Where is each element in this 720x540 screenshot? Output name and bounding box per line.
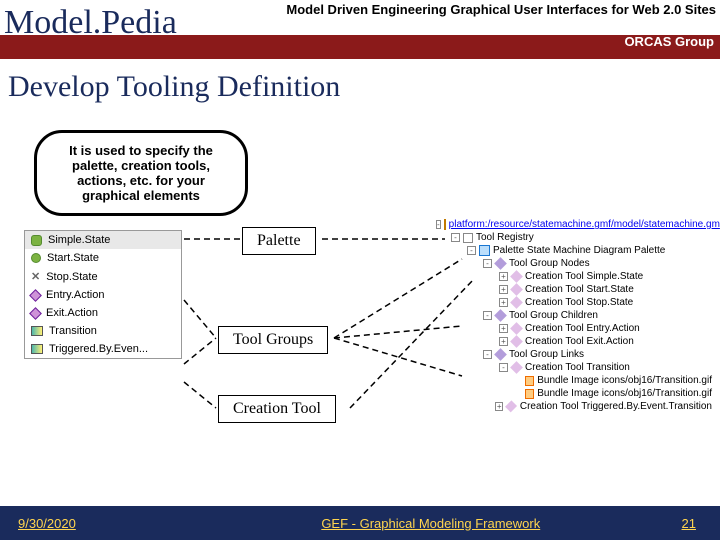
- tree-row[interactable]: + Creation Tool Exit.Action: [434, 335, 714, 348]
- action-icon: [29, 289, 42, 302]
- state-icon: [31, 235, 42, 246]
- tree-row[interactable]: Bundle Image icons/obj16/Transition.gif: [434, 374, 714, 387]
- tree-label: Creation Tool Entry.Action: [525, 323, 640, 334]
- palette-panel: Simple.State Start.State ✕ Stop.State Entry.…: [24, 230, 182, 359]
- expand-icon[interactable]: +: [499, 272, 508, 281]
- palette-item[interactable]: Triggered.By.Even...: [25, 340, 181, 358]
- tree-label: Tool Group Nodes: [509, 258, 590, 269]
- palette-item[interactable]: Exit.Action: [25, 304, 181, 322]
- creation-icon: [510, 283, 523, 296]
- header: Model.Pedia Model Driven Engineering Gra…: [0, 0, 720, 62]
- tree-label: Creation Tool Start.State: [525, 284, 634, 295]
- expand-icon[interactable]: +: [499, 337, 508, 346]
- palette-item-label: Triggered.By.Even...: [49, 343, 148, 355]
- tree-row[interactable]: - Tool Group Nodes: [434, 257, 714, 270]
- action-icon: [29, 307, 42, 320]
- bundle-icon: [525, 389, 535, 399]
- tree-row[interactable]: + Creation Tool Start.State: [434, 283, 714, 296]
- palette-item-label: Exit.Action: [46, 307, 98, 319]
- creation-icon: [506, 400, 518, 412]
- tree-label: Tool Registry: [476, 232, 534, 243]
- creation-icon: [510, 361, 523, 374]
- header-subtitle: Centro de Informática – CIn/UFPe ORCAS G…: [507, 18, 714, 49]
- stop-icon: ✕: [31, 270, 40, 283]
- creation-icon: [510, 296, 523, 309]
- tree-label: Creation Tool Transition: [525, 362, 630, 373]
- tree-label: Bundle Image icons/obj16/Transition.gif: [537, 375, 712, 386]
- tree-row[interactable]: + Creation Tool Entry.Action: [434, 322, 714, 335]
- tree-label: Bundle Image icons/obj16/Transition.gif: [537, 388, 712, 399]
- collapse-icon[interactable]: -: [499, 363, 508, 372]
- tree-label: Palette State Machine Diagram Palette: [493, 245, 665, 256]
- bubble-text: It is used to specify the palette, creat…: [69, 143, 213, 203]
- tree-label: Creation Tool Triggered.By.Event.Transit…: [520, 401, 712, 412]
- footer-page: 21: [682, 516, 720, 531]
- expand-icon[interactable]: +: [499, 285, 508, 294]
- creation-icon: [510, 322, 523, 335]
- tree-panel: - platform:/resource/statemachine.gmf/mo…: [434, 218, 714, 413]
- transition-icon: [31, 344, 43, 354]
- palette-item[interactable]: Start.State: [25, 249, 181, 267]
- collapse-icon[interactable]: -: [436, 220, 441, 229]
- tree-label: Tool Group Links: [509, 349, 584, 360]
- expand-icon[interactable]: +: [499, 298, 508, 307]
- transition-icon: [31, 326, 43, 336]
- tree-label: Creation Tool Exit.Action: [525, 336, 634, 347]
- tree-row[interactable]: - Creation Tool Transition: [434, 361, 714, 374]
- tree-label: Tool Group Children: [509, 310, 598, 321]
- speech-bubble: It is used to specify the palette, creat…: [34, 130, 248, 216]
- group-icon: [494, 257, 507, 270]
- platform-icon: [444, 219, 446, 230]
- palette-item-label: Start.State: [47, 252, 99, 264]
- tree-row[interactable]: Bundle Image icons/obj16/Transition.gif: [434, 387, 714, 400]
- label-palette: Palette: [242, 227, 316, 255]
- tree-label: Creation Tool Simple.State: [525, 271, 643, 282]
- palette-item[interactable]: Transition: [25, 322, 181, 340]
- palette-item-label: Transition: [49, 325, 97, 337]
- tree-row[interactable]: - Palette State Machine Diagram Palette: [434, 244, 714, 257]
- footer-title: GEF - Graphical Modeling Framework: [180, 516, 682, 531]
- content: It is used to specify the palette, creat…: [0, 104, 720, 504]
- tree-row[interactable]: + Creation Tool Stop.State: [434, 296, 714, 309]
- creation-icon: [510, 270, 523, 283]
- collapse-icon[interactable]: -: [483, 350, 492, 359]
- label-tool-groups: Tool Groups: [218, 326, 328, 354]
- tree-row[interactable]: - Tool Group Children: [434, 309, 714, 322]
- creation-icon: [510, 335, 523, 348]
- palette-icon: [479, 245, 490, 256]
- palette-item-label: Simple.State: [48, 234, 110, 246]
- palette-item-label: Entry.Action: [46, 289, 105, 301]
- header-title: Model Driven Engineering Graphical User …: [286, 2, 716, 19]
- start-icon: [31, 253, 41, 263]
- tree-row[interactable]: - Tool Group Links: [434, 348, 714, 361]
- collapse-icon[interactable]: -: [451, 233, 460, 242]
- tree-row[interactable]: - Tool Registry: [434, 231, 714, 244]
- collapse-icon[interactable]: -: [483, 311, 492, 320]
- tree-row[interactable]: + Creation Tool Simple.State: [434, 270, 714, 283]
- footer-date: 9/30/2020: [0, 516, 180, 531]
- palette-item[interactable]: ✕ Stop.State: [25, 267, 181, 286]
- palette-item-label: Stop.State: [46, 271, 97, 283]
- expand-icon[interactable]: +: [499, 324, 508, 333]
- footer: 9/30/2020 GEF - Graphical Modeling Frame…: [0, 506, 720, 540]
- registry-icon: [463, 233, 473, 243]
- palette-item[interactable]: Simple.State: [25, 231, 181, 249]
- expand-icon[interactable]: +: [495, 402, 504, 411]
- group-icon: [494, 348, 507, 361]
- collapse-icon[interactable]: -: [483, 259, 492, 268]
- header-sub1: Centro de Informática – CIn/UFPe: [507, 18, 714, 34]
- bundle-icon: [525, 376, 535, 386]
- palette-item[interactable]: Entry.Action: [25, 286, 181, 304]
- resource-link[interactable]: platform:/resource/statemachine.gmf/mode…: [449, 219, 720, 230]
- tree-resource-row[interactable]: - platform:/resource/statemachine.gmf/mo…: [434, 218, 714, 231]
- label-creation-tool: Creation Tool: [218, 395, 336, 423]
- slide-title: Develop Tooling Definition: [0, 62, 720, 104]
- group-icon: [494, 309, 507, 322]
- tree-row[interactable]: + Creation Tool Triggered.By.Event.Transi…: [434, 400, 714, 413]
- tree-label: Creation Tool Stop.State: [525, 297, 633, 308]
- collapse-icon[interactable]: -: [467, 246, 476, 255]
- header-sub2: ORCAS Group: [507, 34, 714, 50]
